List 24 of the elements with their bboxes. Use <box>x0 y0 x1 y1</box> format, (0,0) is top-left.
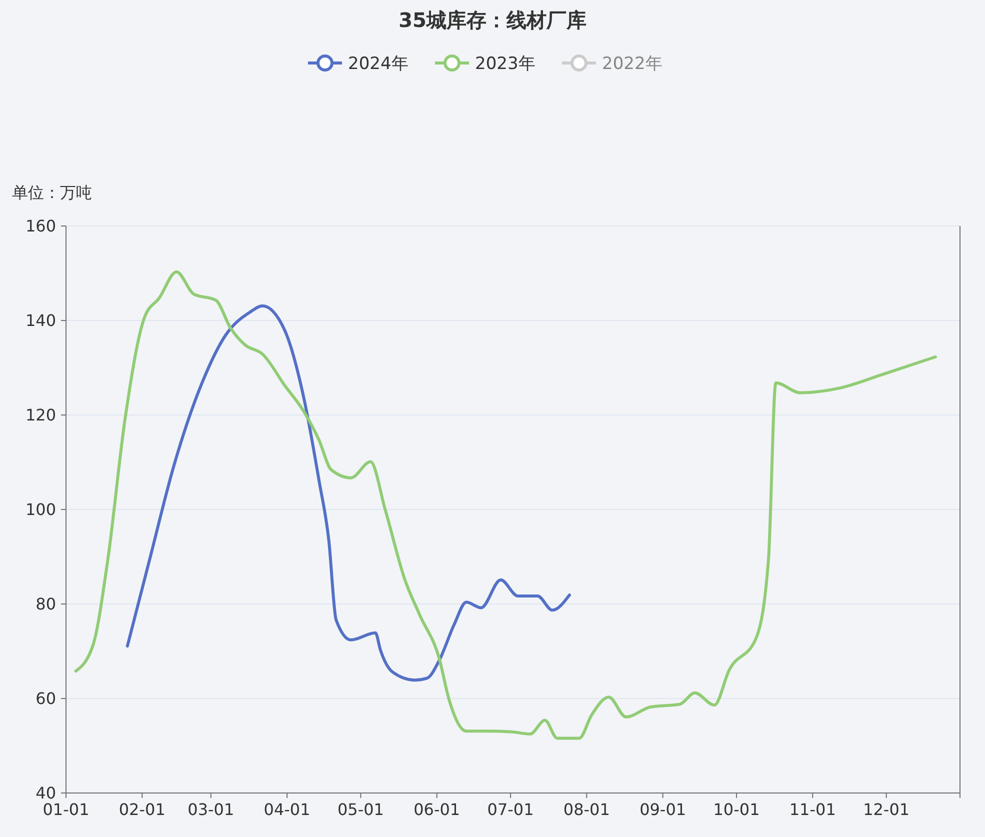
y-axis-title: 单位：万吨 <box>12 183 92 202</box>
x-tick-label: 01-01 <box>42 800 90 819</box>
x-tick-label: 07-01 <box>487 800 534 819</box>
x-tick-label: 04-01 <box>264 800 310 819</box>
y-tick-label: 60 <box>36 689 56 708</box>
x-tick-label: 05-01 <box>337 800 384 819</box>
y-tick-label: 100 <box>25 500 56 520</box>
y-tick-label: 160 <box>25 216 56 236</box>
y-tick-label: 120 <box>25 406 56 425</box>
y-tick-label: 140 <box>25 311 56 330</box>
y-tick-label: 40 <box>36 784 56 803</box>
legend-label: 2022年 <box>602 54 662 74</box>
x-tick-label: 02-01 <box>118 800 166 819</box>
x-tick-label: 08-01 <box>563 800 610 819</box>
x-tick-label: 10-01 <box>713 800 760 819</box>
x-tick-label: 12-01 <box>863 800 910 819</box>
x-tick-label: 11-01 <box>789 800 836 819</box>
y-tick-label: 80 <box>36 594 56 614</box>
legend-label: 2024年 <box>348 54 408 74</box>
x-tick-label: 09-01 <box>640 800 686 819</box>
x-tick-label: 03-01 <box>188 800 234 819</box>
chart-title: 35城库存：线材厂库 <box>398 8 586 32</box>
x-tick-label: 06-01 <box>414 800 460 819</box>
legend-label: 2023年 <box>475 54 536 74</box>
